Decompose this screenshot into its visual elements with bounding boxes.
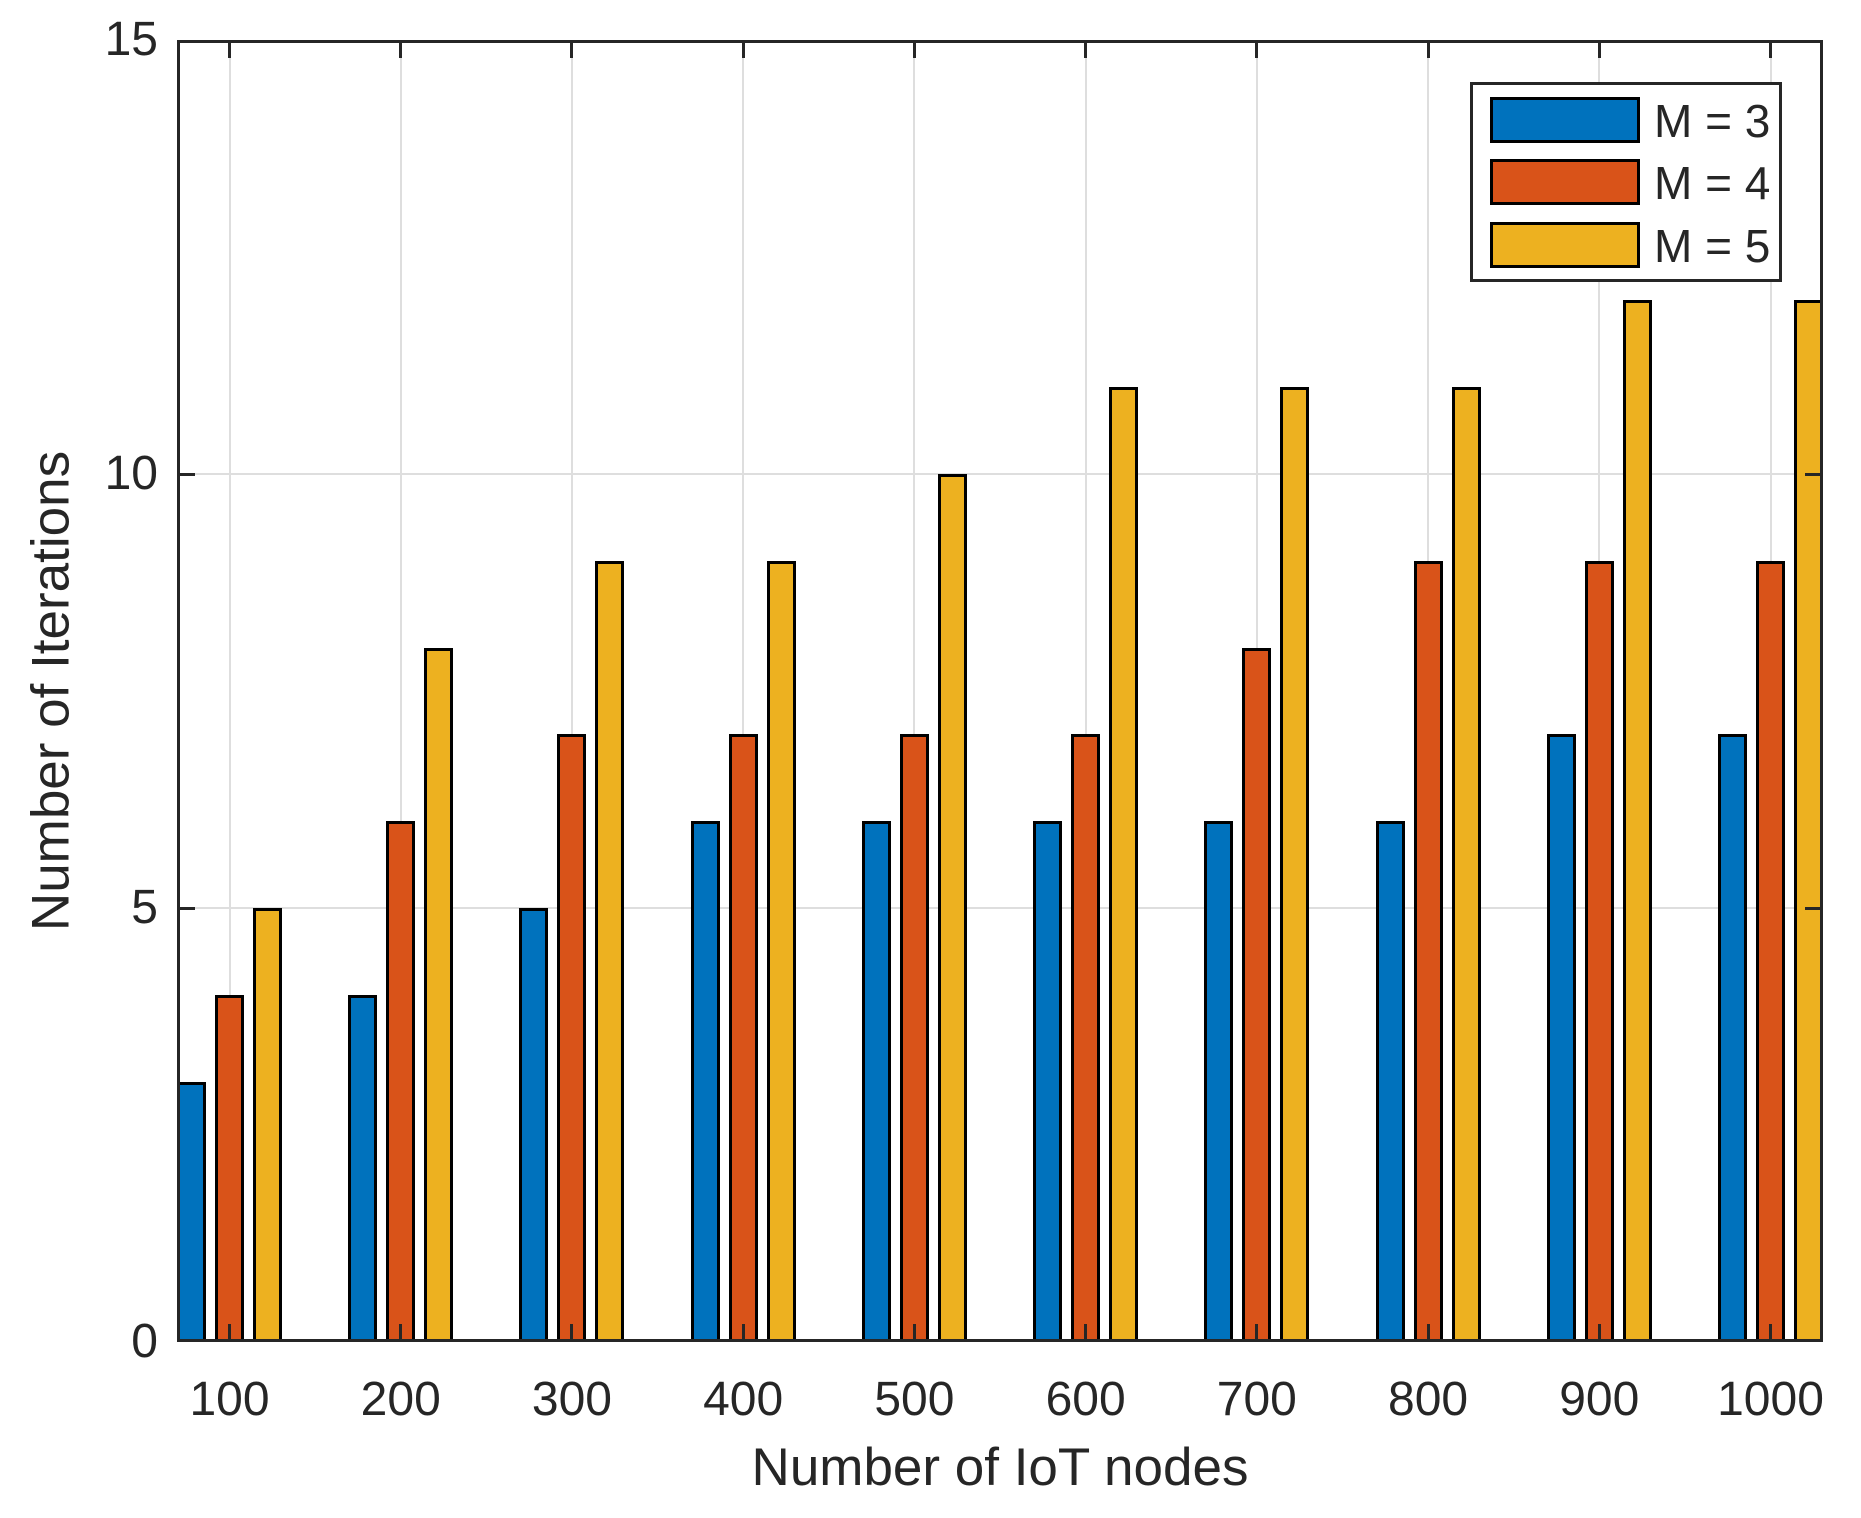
x-tick-mark bbox=[399, 1324, 403, 1342]
bar-m5-300 bbox=[595, 560, 625, 1342]
x-tick-mark bbox=[1769, 1324, 1772, 1342]
bar-m4-300 bbox=[557, 734, 587, 1342]
x-tick-label: 400 bbox=[703, 1373, 784, 1426]
legend-row: M = 5 bbox=[1473, 220, 1779, 272]
horizontal-gridline bbox=[177, 907, 1823, 909]
bar-m3-300 bbox=[519, 908, 549, 1342]
bar-m3-400 bbox=[690, 821, 720, 1342]
x-tick-mark bbox=[1255, 1324, 1259, 1342]
bar-m3-1000 bbox=[1718, 734, 1747, 1342]
x-tick-mark bbox=[570, 1324, 574, 1342]
y-tick-label: 0 bbox=[131, 1315, 158, 1368]
bar-m3-200 bbox=[348, 994, 378, 1342]
x-tick-mark bbox=[1426, 1324, 1430, 1342]
bar-m3-500 bbox=[861, 821, 891, 1342]
x-tick-mark bbox=[1597, 1324, 1601, 1342]
y-tick-mark-right bbox=[1805, 472, 1823, 476]
bar-m5-100 bbox=[253, 908, 282, 1342]
x-tick-mark bbox=[228, 1324, 231, 1342]
x-tick-label: 800 bbox=[1388, 1373, 1469, 1426]
bar-m5-900 bbox=[1622, 300, 1652, 1342]
x-tick-mark bbox=[1084, 1324, 1088, 1342]
bar-m5-400 bbox=[766, 560, 796, 1342]
bar-m4-700 bbox=[1242, 647, 1272, 1342]
x-tick-label: 500 bbox=[874, 1373, 955, 1426]
legend-swatch-m3 bbox=[1490, 97, 1640, 143]
bar-m5-700 bbox=[1280, 387, 1310, 1342]
x-tick-label: 600 bbox=[1045, 1373, 1126, 1426]
bar-m3-600 bbox=[1033, 821, 1063, 1342]
vertical-gridline bbox=[570, 40, 573, 1342]
legend: M = 3 M = 4 M = 5 bbox=[1470, 82, 1782, 282]
bar-m4-400 bbox=[728, 734, 758, 1342]
legend-label-m3: M = 3 bbox=[1654, 95, 1771, 147]
x-axis-label: Number of IoT nodes bbox=[751, 1438, 1249, 1497]
y-tick-label: 15 bbox=[104, 13, 158, 66]
vertical-gridline bbox=[399, 40, 402, 1342]
bar-m3-900 bbox=[1546, 734, 1576, 1342]
vertical-gridline bbox=[742, 40, 745, 1342]
legend-swatch-m5 bbox=[1490, 222, 1640, 268]
legend-swatch-m4 bbox=[1490, 159, 1640, 205]
x-tick-mark-top bbox=[1084, 40, 1088, 58]
x-tick-label: 1000 bbox=[1717, 1373, 1824, 1426]
legend-label-m5: M = 5 bbox=[1654, 220, 1771, 272]
x-tick-mark-top bbox=[912, 40, 916, 58]
bar-m4-800 bbox=[1413, 560, 1443, 1342]
x-tick-label: 100 bbox=[189, 1373, 270, 1426]
legend-row: M = 4 bbox=[1473, 157, 1779, 209]
bar-m3-800 bbox=[1375, 821, 1405, 1342]
y-tick-mark bbox=[177, 906, 195, 910]
bar-m4-200 bbox=[386, 821, 416, 1342]
x-tick-mark bbox=[912, 1324, 916, 1342]
bar-m5-1000 bbox=[1794, 300, 1823, 1342]
x-tick-mark-top bbox=[399, 40, 403, 58]
x-tick-mark-top bbox=[228, 40, 231, 58]
vertical-gridline bbox=[1084, 40, 1087, 1342]
x-tick-label: 700 bbox=[1216, 1373, 1297, 1426]
bar-m4-1000 bbox=[1756, 560, 1785, 1342]
bar-m5-500 bbox=[937, 474, 967, 1342]
y-tick-label: 5 bbox=[131, 881, 158, 934]
y-axis-label: Number of Iterations bbox=[21, 450, 81, 932]
x-tick-mark-top bbox=[741, 40, 745, 58]
horizontal-gridline bbox=[177, 473, 1823, 475]
plot-area bbox=[177, 40, 1823, 1342]
vertical-gridline bbox=[228, 40, 231, 1342]
y-tick-label: 10 bbox=[104, 447, 158, 500]
bar-m4-600 bbox=[1071, 734, 1101, 1342]
x-tick-label: 900 bbox=[1559, 1373, 1640, 1426]
x-tick-mark bbox=[741, 1324, 745, 1342]
bar-m4-500 bbox=[899, 734, 929, 1342]
x-tick-mark-top bbox=[1255, 40, 1259, 58]
y-tick-mark bbox=[177, 472, 195, 476]
bar-m4-100 bbox=[215, 994, 244, 1342]
bar-m3-700 bbox=[1204, 821, 1234, 1342]
x-tick-label: 300 bbox=[531, 1373, 612, 1426]
x-tick-mark-top bbox=[1597, 40, 1601, 58]
vertical-gridline bbox=[913, 40, 916, 1342]
x-tick-mark-top bbox=[1769, 40, 1772, 58]
bar-m5-200 bbox=[424, 647, 454, 1342]
legend-row: M = 3 bbox=[1473, 95, 1779, 147]
bar-m5-600 bbox=[1109, 387, 1139, 1342]
x-tick-mark-top bbox=[1426, 40, 1430, 58]
bar-m4-900 bbox=[1584, 560, 1614, 1342]
x-tick-label: 200 bbox=[360, 1373, 441, 1426]
legend-label-m4: M = 4 bbox=[1654, 157, 1771, 209]
bar-m3-100 bbox=[177, 1081, 206, 1342]
x-tick-mark-top bbox=[570, 40, 574, 58]
bar-m5-800 bbox=[1451, 387, 1481, 1342]
y-tick-mark-right bbox=[1805, 906, 1823, 910]
